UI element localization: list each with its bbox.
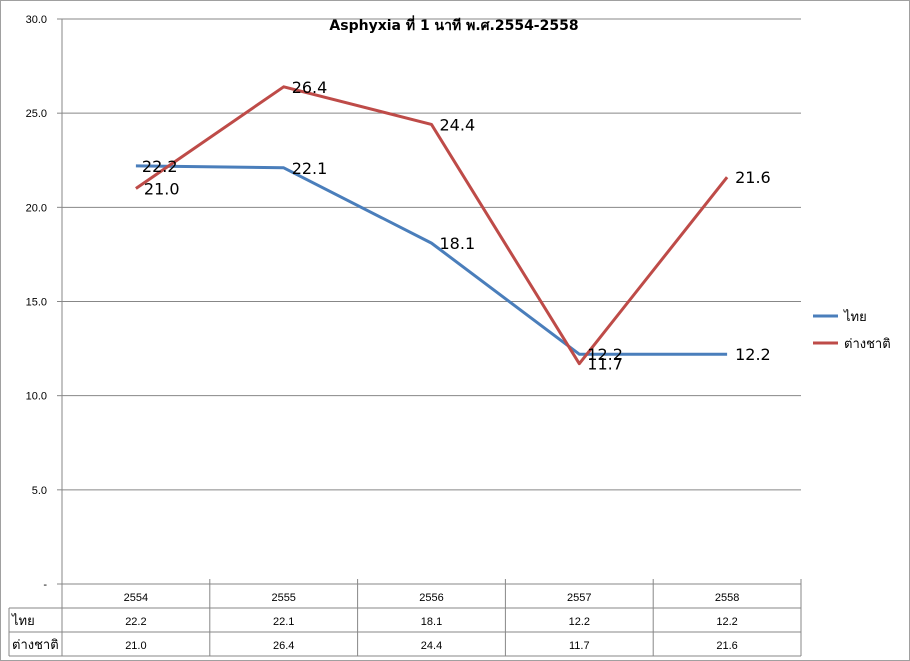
y-tick-label: 15.0 xyxy=(26,297,47,309)
table-row-header: ต่างชาติ xyxy=(12,638,59,653)
y-tick-label: - xyxy=(43,579,47,591)
legend-label: ไทย xyxy=(843,309,867,325)
y-tick-label: 10.0 xyxy=(26,391,47,403)
table-value: 22.2 xyxy=(125,616,146,628)
table-value: 18.1 xyxy=(421,616,442,628)
series-line-2 xyxy=(135,85,729,366)
data-label: 11.7 xyxy=(587,355,623,374)
data-label: 26.4 xyxy=(292,78,328,97)
data-label: 22.2 xyxy=(142,157,178,176)
series-line-1 xyxy=(135,164,728,356)
table-value: 21.0 xyxy=(125,640,146,652)
x-tick-label: 2558 xyxy=(715,592,739,604)
x-tick-label: 2555 xyxy=(271,592,295,604)
data-label: 22.1 xyxy=(292,159,328,178)
data-label: 12.2 xyxy=(587,345,623,364)
x-tick-label: 2556 xyxy=(419,592,443,604)
table-value: 11.7 xyxy=(569,640,590,652)
table-value: 12.2 xyxy=(569,616,590,628)
data-label: 24.4 xyxy=(440,115,476,134)
chart-title: Asphyxia ที่ 1 นาที พ.ศ.2554-2558 xyxy=(329,15,578,34)
x-tick-label: 2554 xyxy=(124,592,148,604)
data-label: 21.0 xyxy=(144,180,180,199)
table-row-header: ไทย xyxy=(11,613,35,629)
y-tick-label: 20.0 xyxy=(26,202,47,214)
x-tick-label: 2557 xyxy=(567,592,591,604)
data-label: 18.1 xyxy=(440,234,476,253)
y-tick-label: 30.0 xyxy=(26,14,47,26)
y-tick-label: 25.0 xyxy=(26,108,47,120)
table-value: 22.1 xyxy=(273,616,294,628)
table-value: 24.4 xyxy=(421,640,442,652)
y-tick-label: 5.0 xyxy=(32,485,47,497)
data-label: 21.6 xyxy=(735,168,771,187)
table-value: 26.4 xyxy=(273,640,294,652)
table-value: 21.6 xyxy=(716,640,737,652)
legend-label: ต่างชาติ xyxy=(844,337,891,352)
data-label: 12.2 xyxy=(735,345,771,364)
table-value: 12.2 xyxy=(716,616,737,628)
